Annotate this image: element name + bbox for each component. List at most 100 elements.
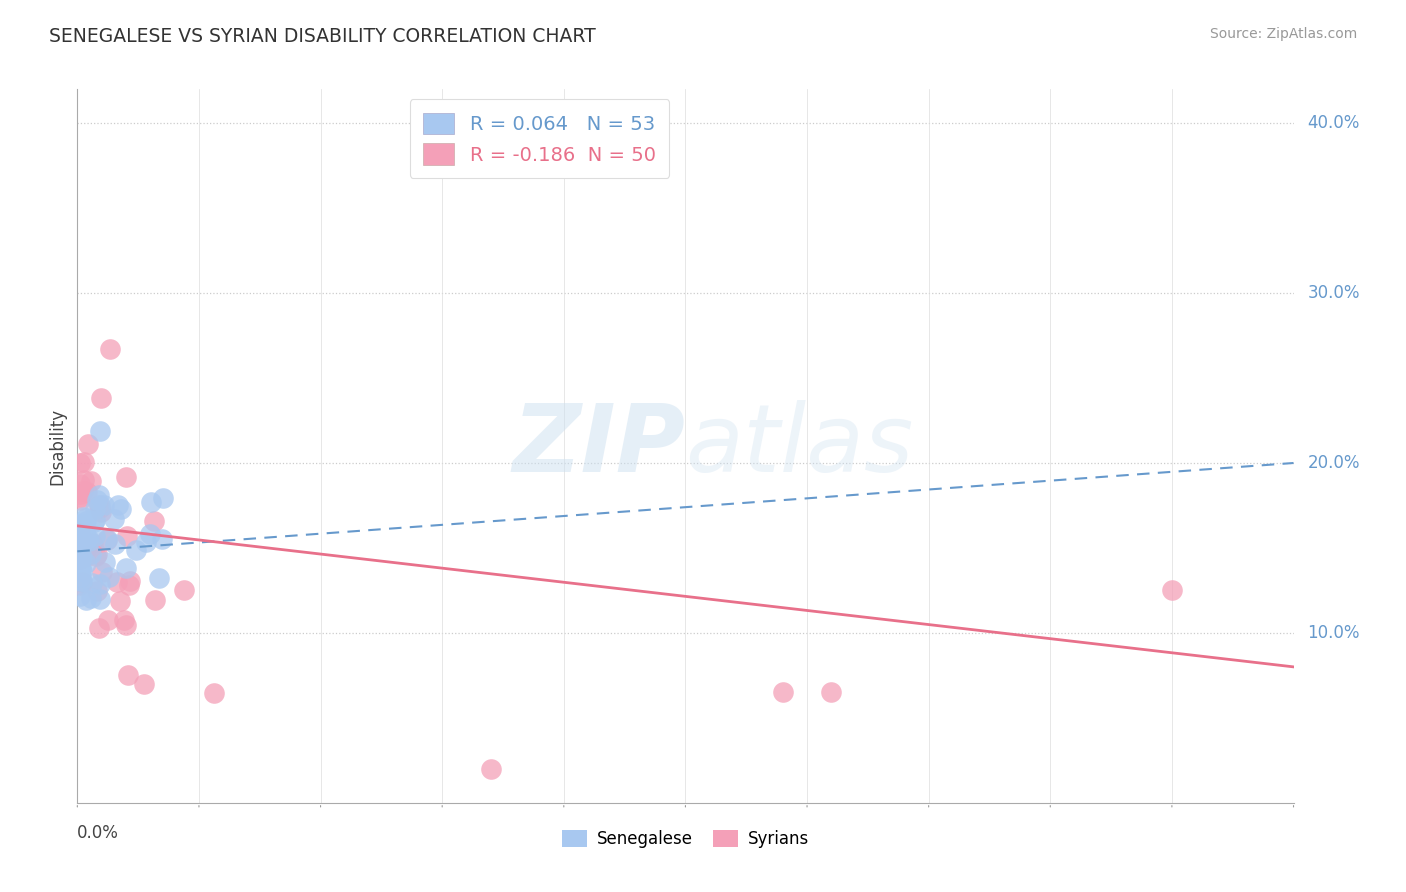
Point — [84, 502, 107, 516]
Point — [138, 527, 160, 541]
Point — [90, 504, 112, 518]
Text: ZIP: ZIP — [513, 400, 686, 492]
Point — [1161, 583, 1184, 598]
Point — [72, 509, 94, 524]
Text: SENEGALESE VS SYRIAN DISABILITY CORRELATION CHART: SENEGALESE VS SYRIAN DISABILITY CORRELAT… — [49, 27, 596, 45]
Point — [84, 529, 107, 543]
Point — [83, 515, 105, 529]
Point — [772, 685, 794, 699]
Point — [98, 570, 121, 584]
Point — [820, 685, 842, 699]
Point — [98, 342, 121, 356]
Point — [103, 512, 125, 526]
Point — [69, 526, 91, 541]
Point — [69, 578, 91, 592]
Point — [70, 516, 93, 531]
Point — [70, 575, 93, 590]
Text: 10.0%: 10.0% — [1308, 624, 1360, 642]
Point — [86, 584, 108, 599]
Point — [134, 677, 156, 691]
Point — [89, 592, 111, 607]
Legend: Senegalese, Syrians: Senegalese, Syrians — [555, 823, 815, 855]
Text: Source: ZipAtlas.com: Source: ZipAtlas.com — [1209, 27, 1357, 41]
Point — [87, 499, 110, 513]
Point — [93, 498, 115, 512]
Point — [118, 578, 141, 592]
Point — [75, 593, 97, 607]
Point — [110, 502, 132, 516]
Point — [75, 514, 97, 528]
Point — [69, 551, 91, 566]
Point — [115, 618, 138, 632]
Text: 20.0%: 20.0% — [1308, 454, 1360, 472]
Point — [96, 613, 118, 627]
Point — [69, 476, 91, 491]
Point — [76, 484, 98, 499]
Point — [117, 667, 139, 681]
Point — [69, 487, 91, 501]
Point — [139, 494, 162, 508]
Y-axis label: Disability: Disability — [48, 408, 66, 484]
Point — [115, 561, 138, 575]
Point — [94, 555, 117, 569]
Point — [69, 558, 91, 572]
Point — [89, 500, 111, 515]
Point — [86, 547, 108, 561]
Point — [70, 574, 93, 589]
Point — [143, 593, 166, 607]
Point — [73, 455, 96, 469]
Point — [84, 549, 107, 564]
Point — [173, 582, 195, 597]
Point — [80, 547, 103, 561]
Point — [77, 533, 100, 548]
Point — [69, 456, 91, 470]
Point — [80, 591, 103, 606]
Point — [72, 483, 94, 498]
Point — [143, 514, 166, 528]
Point — [90, 565, 112, 579]
Point — [75, 533, 97, 548]
Point — [89, 488, 111, 502]
Point — [89, 576, 111, 591]
Point — [104, 537, 127, 551]
Point — [125, 543, 148, 558]
Point — [87, 621, 110, 635]
Point — [150, 532, 173, 546]
Text: 30.0%: 30.0% — [1308, 284, 1360, 302]
Point — [152, 491, 174, 506]
Point — [75, 556, 97, 570]
Point — [83, 513, 105, 527]
Point — [75, 511, 97, 525]
Point — [202, 686, 225, 700]
Point — [69, 490, 91, 504]
Point — [69, 492, 91, 507]
Point — [69, 550, 91, 565]
Point — [82, 538, 104, 552]
Point — [107, 498, 129, 512]
Point — [86, 492, 108, 507]
Point — [89, 498, 111, 512]
Point — [96, 532, 118, 546]
Point — [107, 575, 129, 590]
Point — [69, 543, 91, 558]
Point — [89, 424, 111, 438]
Point — [80, 536, 103, 550]
Point — [479, 762, 502, 776]
Point — [70, 550, 93, 565]
Point — [75, 549, 97, 564]
Point — [115, 529, 138, 543]
Text: atlas: atlas — [686, 401, 914, 491]
Point — [135, 534, 157, 549]
Point — [73, 537, 96, 551]
Point — [69, 524, 91, 538]
Point — [69, 590, 91, 604]
Point — [90, 391, 112, 405]
Point — [73, 525, 96, 540]
Point — [148, 570, 170, 584]
Point — [69, 570, 91, 584]
Point — [77, 531, 100, 545]
Point — [82, 575, 104, 590]
Text: 0.0%: 0.0% — [77, 824, 120, 842]
Point — [112, 613, 135, 627]
Point — [114, 469, 136, 483]
